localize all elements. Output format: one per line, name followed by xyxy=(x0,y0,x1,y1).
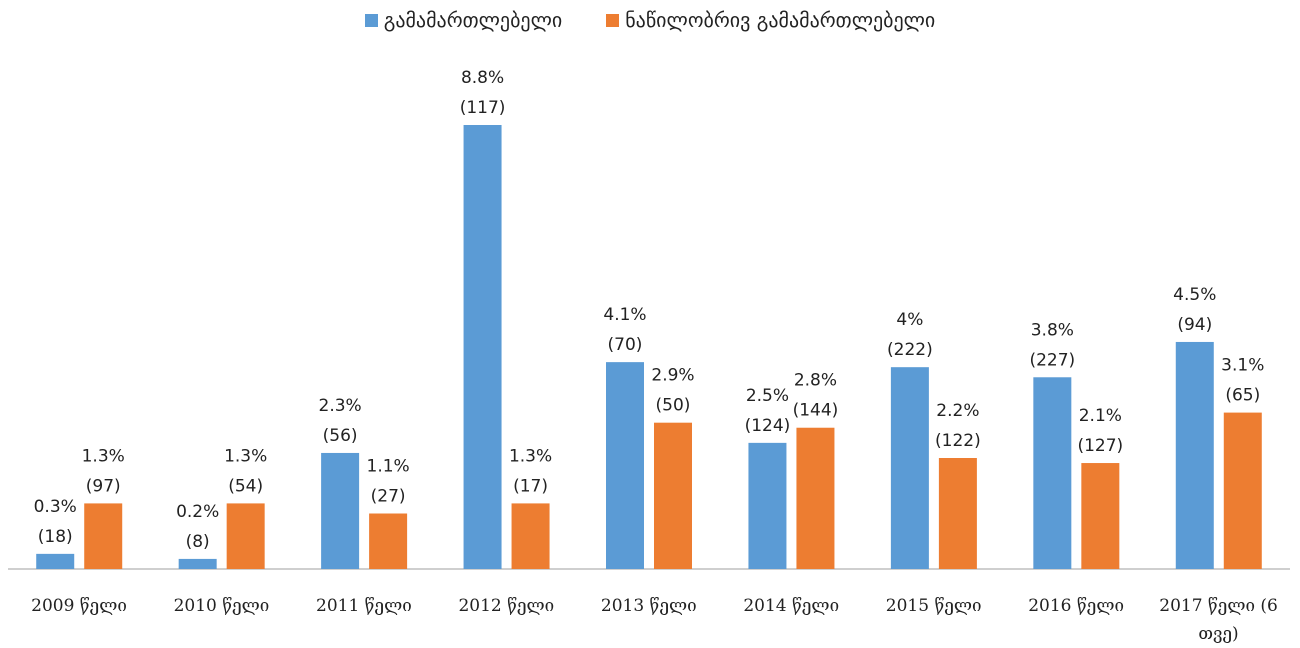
value-label: 1.1% xyxy=(367,457,410,477)
count-label: (124) xyxy=(745,416,791,436)
x-tick-label: 2013 წელი xyxy=(600,596,697,616)
x-tick-label: 2011 წელი xyxy=(316,596,412,616)
x-tick-label: 2012 წელი xyxy=(458,596,555,616)
bar xyxy=(321,452,360,569)
x-tick-label: 2009 წელი xyxy=(31,596,127,616)
legend-label: გამამართლებელი xyxy=(383,8,563,32)
bar xyxy=(890,367,929,569)
count-label: (8) xyxy=(186,532,210,552)
count-label: (94) xyxy=(1177,315,1212,335)
value-label: 2.2% xyxy=(936,401,979,421)
count-label: (27) xyxy=(371,487,406,507)
count-label: (227) xyxy=(1029,350,1075,370)
count-label: (70) xyxy=(608,335,643,355)
legend: გამამართლებელი ნაწილობრივ გამამართლებელი xyxy=(0,8,1300,32)
bar xyxy=(463,125,502,569)
count-label: (127) xyxy=(1077,436,1123,456)
x-tick-label: 2014 წელი xyxy=(743,596,840,616)
value-label: 2.8% xyxy=(794,371,837,391)
value-label: 2.5% xyxy=(746,386,789,406)
value-label: 0.2% xyxy=(176,502,219,522)
bar xyxy=(1175,341,1214,569)
legend-label: ნაწილობრივ გამამართლებელი xyxy=(625,8,936,32)
x-tick-label: 2017 წელი (6 თვე) xyxy=(1159,596,1278,644)
count-label: (65) xyxy=(1225,386,1260,406)
value-label: 4.5% xyxy=(1173,285,1216,305)
bar xyxy=(606,362,644,569)
bar xyxy=(938,458,977,569)
bar xyxy=(1223,412,1262,569)
value-label: 2.3% xyxy=(319,396,362,416)
bar xyxy=(36,553,75,569)
value-label: 2.1% xyxy=(1079,406,1122,426)
count-label: (17) xyxy=(513,476,548,496)
bar xyxy=(796,427,835,569)
bar xyxy=(84,503,123,569)
value-label: 3.8% xyxy=(1031,320,1074,340)
count-label: (97) xyxy=(86,476,121,496)
bar xyxy=(369,513,408,569)
x-tick-label: 2010 წელი xyxy=(173,596,270,616)
count-label: (144) xyxy=(793,401,839,421)
count-label: (117) xyxy=(460,98,506,118)
x-tick-label: 2015 წელი xyxy=(885,596,982,616)
bar xyxy=(1081,463,1120,569)
legend-item: ნაწილობრივ გამამართლებელი xyxy=(606,8,935,32)
count-label: (50) xyxy=(656,396,691,416)
legend-swatch xyxy=(364,13,378,27)
count-label: (56) xyxy=(323,426,358,446)
value-label: 4% xyxy=(896,310,923,330)
value-label: 1.3% xyxy=(82,446,125,466)
bar xyxy=(511,503,550,569)
bar xyxy=(748,442,787,569)
value-label: 2.9% xyxy=(651,366,694,386)
value-label: 0.3% xyxy=(34,497,77,517)
bar xyxy=(1033,377,1072,569)
value-label: 3.1% xyxy=(1221,356,1264,376)
legend-item: გამამართლებელი xyxy=(364,8,563,32)
count-label: (122) xyxy=(935,431,981,451)
bar xyxy=(654,422,692,569)
count-label: (222) xyxy=(887,340,933,360)
count-label: (54) xyxy=(228,476,263,496)
x-tick-label: 2016 წელი xyxy=(1028,596,1124,616)
count-label: (18) xyxy=(38,527,73,547)
value-label: 1.3% xyxy=(224,446,267,466)
bar xyxy=(226,503,265,569)
value-label: 1.3% xyxy=(509,446,552,466)
bar xyxy=(178,558,217,569)
value-label: 8.8% xyxy=(461,68,504,88)
value-label: 4.1% xyxy=(603,305,646,325)
legend-swatch xyxy=(606,13,620,27)
